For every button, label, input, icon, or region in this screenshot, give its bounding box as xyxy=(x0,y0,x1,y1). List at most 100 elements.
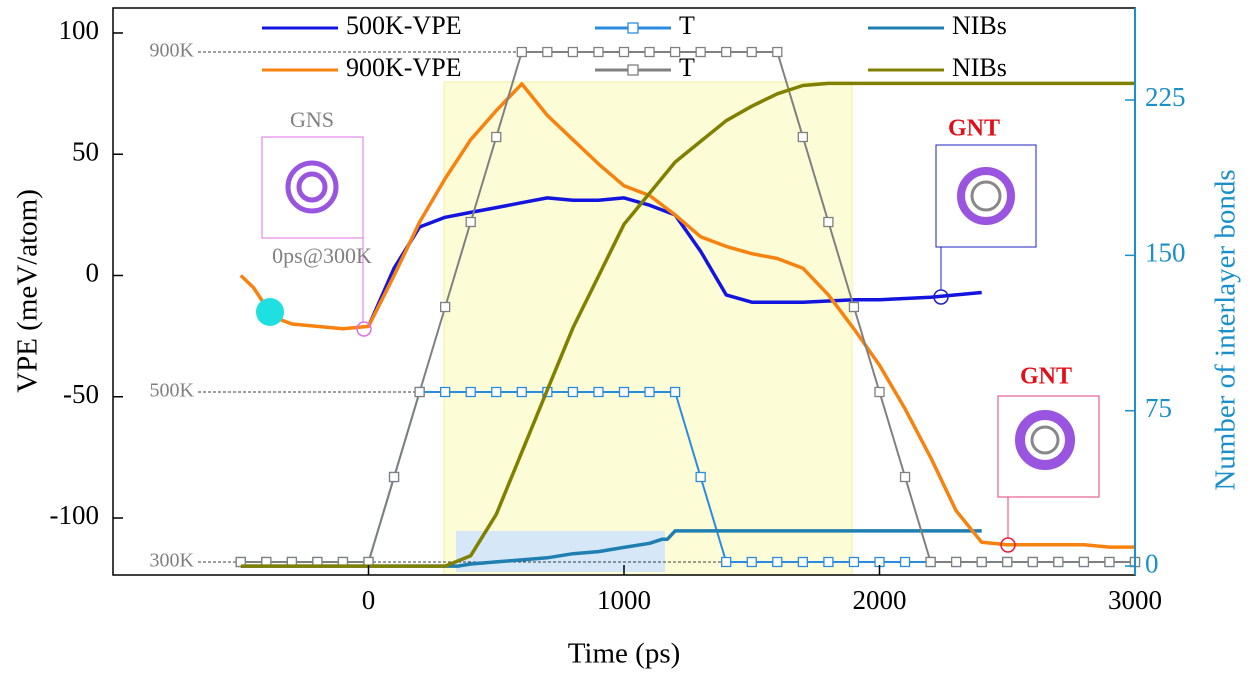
series-marker xyxy=(797,556,808,568)
legend-label: 900K-VPE xyxy=(346,53,462,82)
legend-label: NIBs xyxy=(952,11,1007,40)
series-marker xyxy=(593,386,604,398)
y2-axis-title: Number of interlayer bonds xyxy=(1210,169,1242,490)
x-tick-label: 3000 xyxy=(1108,585,1162,615)
annotation: 0ps@300K xyxy=(272,243,372,268)
x-axis-title: Time (ps) xyxy=(568,638,681,670)
series-marker xyxy=(721,556,732,568)
series-marker xyxy=(695,471,706,483)
series-marker xyxy=(516,386,527,398)
series-marker xyxy=(618,46,630,58)
series-marker xyxy=(388,471,400,483)
inset-frame xyxy=(261,136,364,239)
series-marker xyxy=(848,556,860,568)
series-marker xyxy=(465,386,476,398)
blue-phase-region xyxy=(456,531,665,572)
plot-area xyxy=(198,46,1141,568)
series-marker xyxy=(567,46,579,58)
series-marker xyxy=(235,556,246,568)
legend-label: T xyxy=(679,11,695,40)
series-marker xyxy=(772,46,783,58)
series-marker xyxy=(797,131,808,143)
series-line xyxy=(239,82,1135,549)
callout-marker xyxy=(933,289,949,305)
inset-gnt-900 xyxy=(997,395,1100,553)
callout-marker xyxy=(356,321,372,337)
y2-tick-label: 75 xyxy=(1145,393,1172,423)
y2-tick-label: 225 xyxy=(1145,82,1186,112)
y-tick-label: 100 xyxy=(59,15,100,45)
inset-gnt-500 xyxy=(933,144,1037,305)
series-marker xyxy=(899,556,911,568)
series-marker xyxy=(874,386,885,398)
series-marker xyxy=(823,216,834,228)
legend-marker xyxy=(627,64,639,76)
legend-label: NIBs xyxy=(952,53,1007,82)
inset-frame xyxy=(935,144,1037,248)
ring xyxy=(957,167,1015,225)
annotation: GNT xyxy=(948,116,1000,142)
x-tick-label: 0 xyxy=(362,585,376,615)
series-marker xyxy=(618,386,630,398)
series-marker xyxy=(542,46,553,58)
series-marker xyxy=(491,131,502,143)
callout-marker xyxy=(1000,537,1016,553)
series-marker xyxy=(951,556,962,568)
series-marker xyxy=(439,386,451,398)
x-tick-label: 2000 xyxy=(853,585,907,615)
series-marker xyxy=(465,216,476,228)
series-marker xyxy=(1078,556,1090,568)
y2-tick-label: 150 xyxy=(1145,238,1186,268)
series-marker xyxy=(746,46,757,58)
ring xyxy=(285,160,339,214)
series-line xyxy=(240,529,982,568)
series-marker xyxy=(772,556,783,568)
series-line xyxy=(240,81,1135,568)
y-axis-title: VPE (meV/atom) xyxy=(12,189,44,393)
series-marker xyxy=(644,386,655,398)
series-marker xyxy=(593,46,604,58)
y-tick-label: 50 xyxy=(72,136,99,166)
legend-label: T xyxy=(679,53,695,82)
series-marker xyxy=(899,471,911,483)
y-tick-label: -50 xyxy=(63,379,99,409)
ring xyxy=(970,180,1002,212)
series-marker xyxy=(1027,556,1038,568)
series-marker xyxy=(746,556,757,568)
y2-tick-label: 0 xyxy=(1145,548,1159,578)
series-marker xyxy=(491,386,502,398)
series-marker xyxy=(925,556,936,568)
series-marker xyxy=(669,386,681,398)
legend-marker xyxy=(627,22,639,34)
series-marker xyxy=(695,46,706,58)
series-marker xyxy=(1104,556,1115,568)
series-marker xyxy=(721,46,732,58)
series-marker xyxy=(848,301,860,313)
series-marker xyxy=(644,46,655,58)
temperature-label: 300K xyxy=(150,550,195,572)
yellow-phase-region xyxy=(443,81,853,576)
legend-label: 500K-VPE xyxy=(346,11,462,40)
x-tick-label: 1000 xyxy=(597,585,651,615)
ring xyxy=(1030,425,1060,455)
ring xyxy=(296,171,328,203)
inset-gns xyxy=(261,136,372,337)
series-marker xyxy=(414,386,425,398)
series-marker xyxy=(823,556,834,568)
start-marker xyxy=(256,298,284,326)
series-marker xyxy=(567,386,579,398)
y-tick-label: 0 xyxy=(86,258,100,288)
y-tick-label: -100 xyxy=(50,500,100,530)
series-marker xyxy=(439,301,451,313)
temperature-label: 900K xyxy=(150,40,195,62)
series-marker xyxy=(976,556,987,568)
series-marker xyxy=(1053,556,1064,568)
annotation: GNT xyxy=(1020,364,1072,390)
temperature-label: 500K xyxy=(150,380,195,402)
series-marker xyxy=(516,46,527,58)
ring xyxy=(1015,410,1075,470)
annotation: GNS xyxy=(290,107,334,132)
series-marker xyxy=(669,46,681,58)
series-marker xyxy=(1002,556,1013,568)
